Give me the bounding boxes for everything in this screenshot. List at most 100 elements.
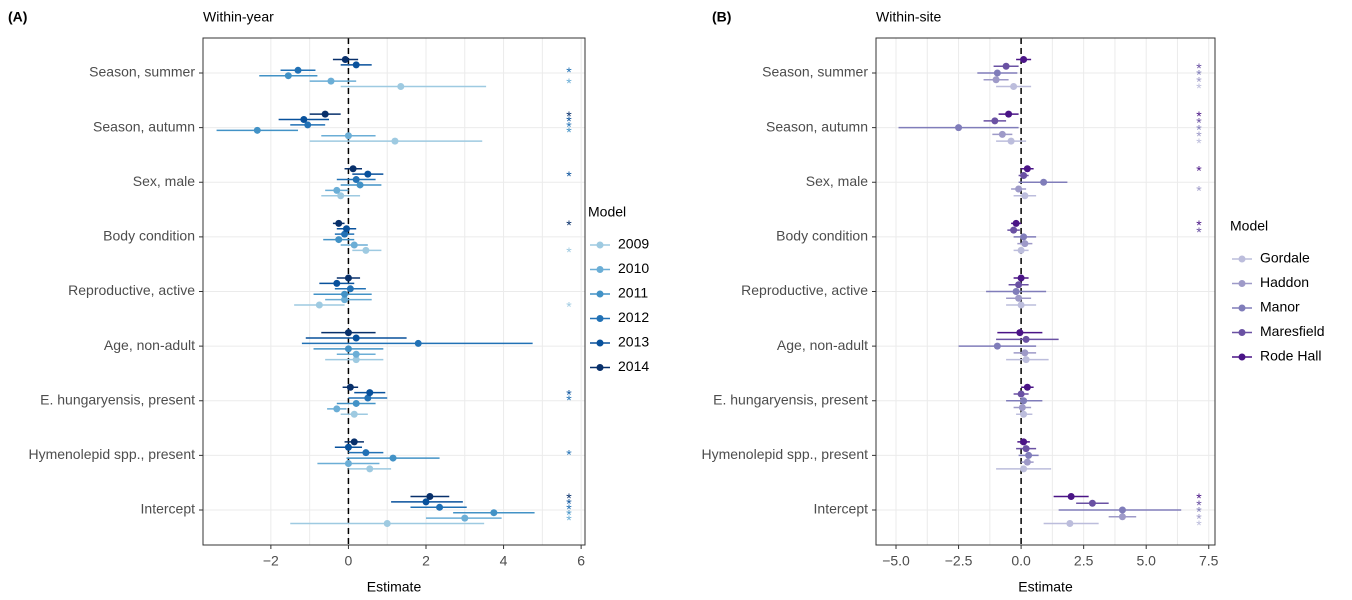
panel-tag: (A) <box>8 9 27 25</box>
significance-star: * <box>1196 73 1202 89</box>
estimate-point <box>350 438 358 446</box>
legend-key <box>1238 255 1246 263</box>
legend-key <box>596 266 604 273</box>
estimate-point <box>1022 335 1030 343</box>
estimate-point <box>1088 499 1096 507</box>
legend-label: Gordale <box>1260 250 1310 266</box>
y-tick-label: Season, autumn <box>766 118 868 134</box>
y-tick-label: Season, summer <box>89 64 195 80</box>
x-tick-label: 5.0 <box>1136 553 1156 569</box>
significance-star: * <box>1196 497 1202 513</box>
estimate-point <box>1017 274 1025 282</box>
significance-star: * <box>566 501 572 517</box>
significance-star: * <box>566 386 572 402</box>
significance-star: * <box>1196 60 1202 76</box>
legend-title: Model <box>1230 218 1268 234</box>
estimate-point <box>1023 383 1031 391</box>
estimate-point <box>436 503 444 511</box>
estimate-point <box>1021 240 1029 248</box>
legend-key <box>1238 329 1246 336</box>
estimate-point <box>333 186 341 194</box>
estimate-point <box>253 126 261 134</box>
panel-title: Within-year <box>203 9 274 25</box>
estimate-point <box>341 290 349 298</box>
estimate-point <box>1022 445 1030 453</box>
significance-star: * <box>566 244 572 260</box>
estimate-point <box>366 389 374 397</box>
legend-label: 2012 <box>618 309 649 325</box>
legend-title: Model <box>588 204 626 220</box>
y-tick-label: Intercept <box>141 501 196 517</box>
significance-star: * <box>566 299 572 315</box>
y-tick-label: Sex, male <box>806 173 868 189</box>
estimate-point <box>1002 62 1010 70</box>
estimate-point <box>1020 233 1028 241</box>
y-tick-label: Intercept <box>814 501 869 517</box>
x-tick-label: 2 <box>422 553 430 569</box>
estimate-point <box>397 83 405 90</box>
estimate-point <box>1023 165 1031 173</box>
estimate-point <box>993 342 1001 350</box>
legend-key <box>596 290 604 298</box>
estimate-point <box>333 279 341 287</box>
estimate-point <box>300 116 308 124</box>
estimate-point <box>342 225 350 233</box>
estimate-point <box>1017 301 1025 309</box>
estimate-point <box>304 121 312 129</box>
estimate-point <box>1017 390 1025 398</box>
y-tick-label: Body condition <box>776 228 868 244</box>
significance-star: * <box>566 75 572 91</box>
y-tick-label: Reproductive, active <box>68 282 195 298</box>
significance-star: * <box>1196 115 1202 131</box>
estimate-point <box>991 117 999 125</box>
significance-star: * <box>1196 67 1202 83</box>
significance-star: * <box>566 496 572 512</box>
estimate-point <box>333 405 341 413</box>
estimate-point <box>1020 397 1028 405</box>
estimate-point <box>350 241 358 249</box>
panel-title: Within-site <box>876 9 942 25</box>
estimate-point <box>389 454 397 462</box>
y-tick-label: Season, autumn <box>93 118 195 134</box>
estimate-point <box>461 514 469 522</box>
estimate-point <box>349 165 357 173</box>
significance-star: * <box>1196 504 1202 520</box>
x-tick-label: 7.5 <box>1199 553 1219 569</box>
x-tick-label: 2.5 <box>1074 553 1094 569</box>
significance-star: * <box>1196 128 1202 144</box>
significance-star: * <box>566 64 572 80</box>
x-tick-label: 6 <box>577 553 585 569</box>
estimate-point <box>344 443 352 451</box>
y-tick-label: E. hungaryensis, present <box>713 391 868 407</box>
significance-star: * <box>1196 80 1202 96</box>
y-tick-label: Hymenolepid spp., present <box>28 446 195 462</box>
estimate-point <box>998 130 1006 138</box>
significance-star: * <box>1196 121 1202 137</box>
y-tick-label: Body condition <box>103 228 195 244</box>
estimate-point <box>344 345 352 353</box>
panel-tag: (B) <box>712 9 731 25</box>
estimate-point <box>350 410 358 418</box>
legend-key <box>596 364 604 371</box>
estimate-point <box>490 509 498 517</box>
estimate-point <box>346 285 354 293</box>
estimate-point <box>344 274 352 282</box>
significance-star: * <box>1196 217 1202 233</box>
estimate-point <box>383 520 391 527</box>
legend-key <box>596 241 604 249</box>
estimate-point <box>352 356 360 364</box>
significance-star: * <box>1196 135 1202 151</box>
legend-label: 2014 <box>618 358 649 374</box>
estimate-point <box>1022 356 1030 364</box>
estimate-point <box>1025 451 1033 459</box>
estimate-point <box>1040 178 1048 186</box>
significance-star: * <box>566 168 572 184</box>
x-tick-label: −5.0 <box>882 553 910 569</box>
significance-star: * <box>1196 517 1202 533</box>
estimate-point <box>341 230 349 238</box>
estimate-point <box>364 170 372 178</box>
legend-label: 2009 <box>618 236 649 252</box>
estimate-point <box>1015 294 1023 302</box>
plot-border <box>875 37 1216 546</box>
